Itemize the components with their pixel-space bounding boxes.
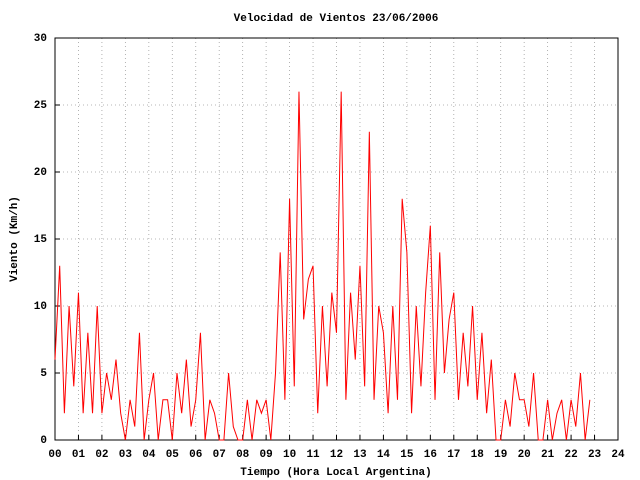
x-tick-label: 14 [377,449,391,461]
data-line [54,91,591,441]
x-tick-label: 12 [330,449,343,461]
y-tick-label: 0 [40,435,47,447]
x-axis-label: Tiempo (Hora Local Argentina) [240,467,431,479]
x-tick-label: 01 [72,449,86,461]
y-tick-label: 25 [34,100,48,112]
x-tick-label: 09 [260,449,273,461]
y-tick-label: 15 [34,234,48,246]
plot-frame [54,37,619,441]
x-tick-label: 20 [518,449,531,461]
x-tick-label: 11 [306,449,320,461]
x-tick-label: 13 [353,449,367,461]
x-tick-label: 17 [447,449,460,461]
chart-title: Velocidad de Vientos 23/06/2006 [234,13,439,25]
x-tick-label: 22 [564,449,577,461]
x-tick-label: 07 [213,449,226,461]
x-tick-label: 10 [283,449,296,461]
y-axis-label: Viento (Km/h) [9,196,21,282]
x-tick-label: 06 [189,449,202,461]
y-tick-label: 20 [34,167,47,179]
y-tick-label: 5 [40,368,47,380]
x-tick-label: 04 [142,449,156,461]
x-tick-label: 23 [588,449,602,461]
x-tick-label: 00 [48,449,61,461]
x-tick-label: 19 [494,449,507,461]
x-tick-label: 05 [166,449,180,461]
x-tick-label: 15 [400,449,414,461]
x-tick-label: 03 [119,449,133,461]
x-tick-label: 16 [424,449,437,461]
y-tick-label: 10 [34,301,47,313]
x-tick-label: 18 [471,449,485,461]
x-tick-label: 24 [611,449,625,461]
x-tick-label: 02 [95,449,108,461]
y-tick-label: 30 [34,33,47,45]
x-tick-label: 21 [541,449,555,461]
x-tick-label: 08 [236,449,250,461]
